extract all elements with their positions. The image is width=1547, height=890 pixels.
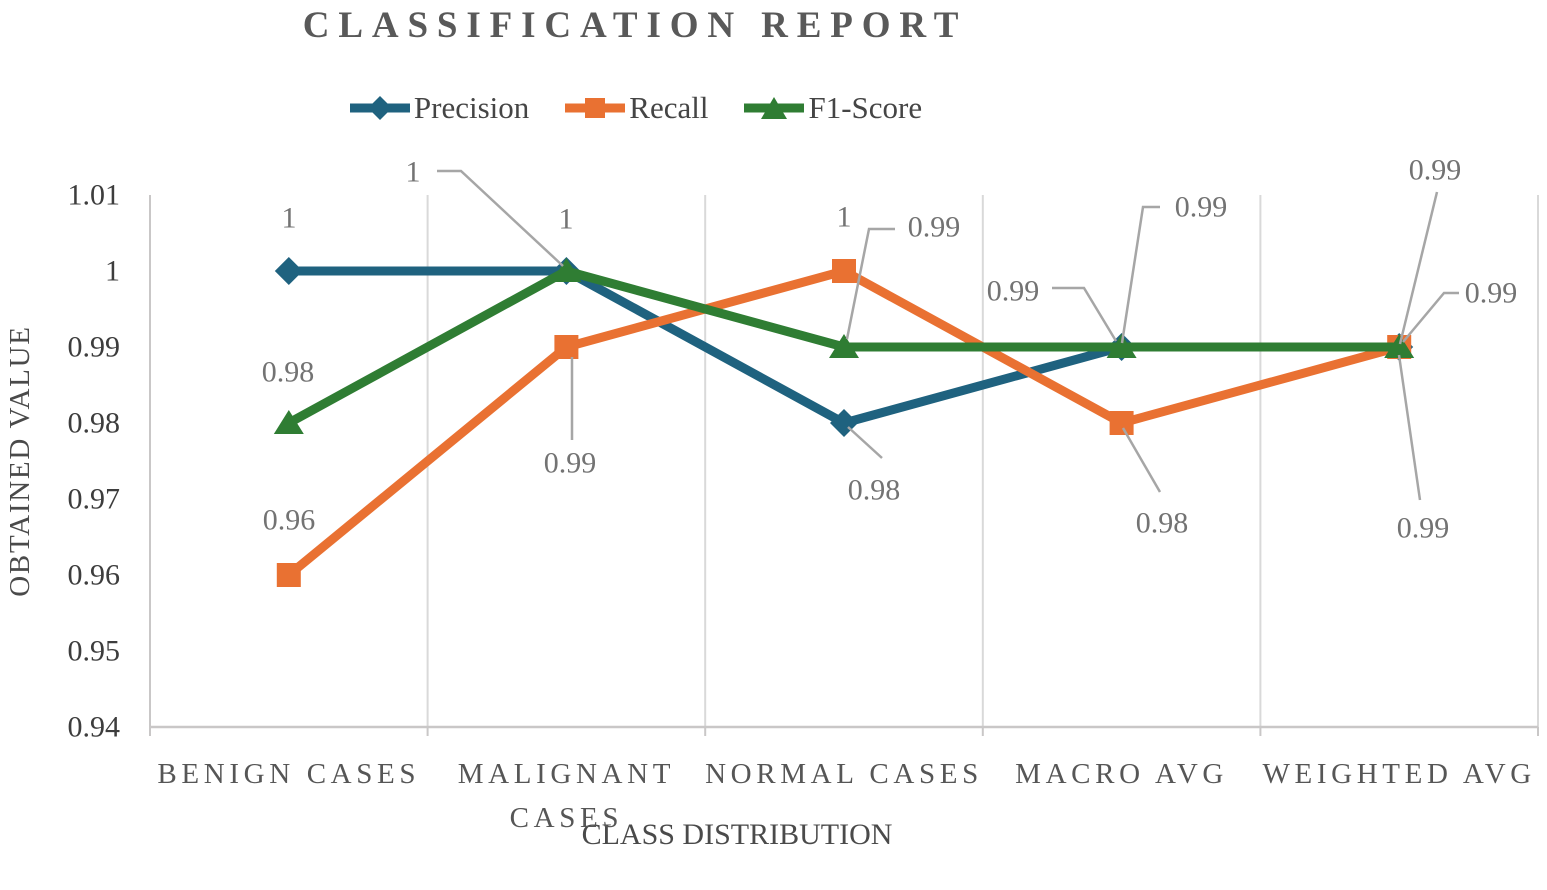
data-label-precision: 0.98 — [848, 474, 901, 507]
marker-triangle-f1-score — [273, 410, 304, 434]
chart-title: CLASSIFICATION REPORT — [302, 5, 968, 46]
y-tick-label: 0.98 — [68, 407, 121, 440]
label-leader-line — [845, 227, 895, 340]
legend-item-precision: Precision — [348, 90, 529, 126]
legend-label: Recall — [629, 90, 709, 125]
y-tick-label: 0.95 — [68, 635, 121, 668]
y-axis-title: OBTAINED VALUE — [4, 325, 36, 597]
marker-triangle-f1-score — [829, 334, 859, 358]
x-axis-title: CLASS DISTRIBUTION — [581, 818, 893, 851]
legend-label: Precision — [413, 90, 530, 125]
label-leader-line — [1120, 205, 1160, 344]
marker-square-recall — [832, 259, 856, 283]
data-label-recall: 0.96 — [263, 504, 316, 537]
x-category-label: BENIGN CASES — [157, 758, 421, 790]
label-leader-line — [437, 169, 564, 267]
legend-triangle-icon — [744, 97, 805, 119]
data-label-recall: 0.99 — [1397, 512, 1450, 545]
y-tick-label: 0.94 — [68, 711, 121, 744]
data-label-precision: 0.99 — [1175, 191, 1228, 224]
x-category-label: MALIGNANT CASES — [457, 758, 676, 834]
y-tick-label: 1 — [105, 255, 120, 288]
y-tick-label: 0.97 — [68, 483, 121, 516]
label-leader-line — [1121, 427, 1162, 493]
data-label-precision: 0.99 — [1409, 154, 1462, 187]
label-leader-line — [1397, 354, 1422, 501]
x-category-label: WEIGHTED AVG — [1262, 758, 1536, 790]
marker-square-recall — [1109, 411, 1134, 435]
marker-triangle-f1-score — [551, 258, 582, 282]
legend-item-recall: Recall — [563, 90, 708, 126]
marker-triangle-f1-score — [1384, 334, 1415, 358]
legend-square-icon — [565, 98, 626, 118]
label-leader-line — [1052, 286, 1118, 342]
y-tick-label: 0.99 — [68, 331, 121, 364]
legend-item-f1-score: F1-Score — [742, 90, 922, 126]
label-leader-line — [847, 426, 883, 459]
marker-diamond-precision — [274, 257, 303, 285]
data-label-precision: 1 — [559, 203, 574, 236]
data-label-f1-score: 0.99 — [908, 211, 961, 244]
legend-diamond-icon — [349, 96, 410, 120]
data-label-recall: 0.98 — [1136, 507, 1189, 540]
marker-square-recall — [554, 335, 579, 359]
y-tick-label: 0.96 — [68, 559, 121, 592]
data-label-f1-score: 0.99 — [1465, 277, 1518, 310]
data-label-precision: 1 — [282, 202, 297, 235]
marker-triangle-f1-score — [1106, 334, 1137, 358]
x-category-label: NORMAL CASES — [705, 758, 983, 790]
data-label-recall: 0.99 — [544, 447, 597, 480]
label-leader-line — [1402, 291, 1459, 343]
y-tick-label: 1.01 — [68, 179, 121, 212]
data-label-f1-score: 0.99 — [987, 275, 1040, 308]
x-category-label: MACRO AVG — [1015, 758, 1229, 790]
legend-label: F1-Score — [808, 90, 923, 125]
label-leader-line — [1398, 191, 1439, 345]
data-label-recall: 1 — [837, 201, 852, 234]
data-label-f1-score: 1 — [406, 156, 421, 189]
marker-square-recall — [276, 563, 301, 587]
legend: Precision Recall F1-Score — [0, 90, 1270, 126]
data-label-f1-score: 0.98 — [262, 356, 315, 389]
